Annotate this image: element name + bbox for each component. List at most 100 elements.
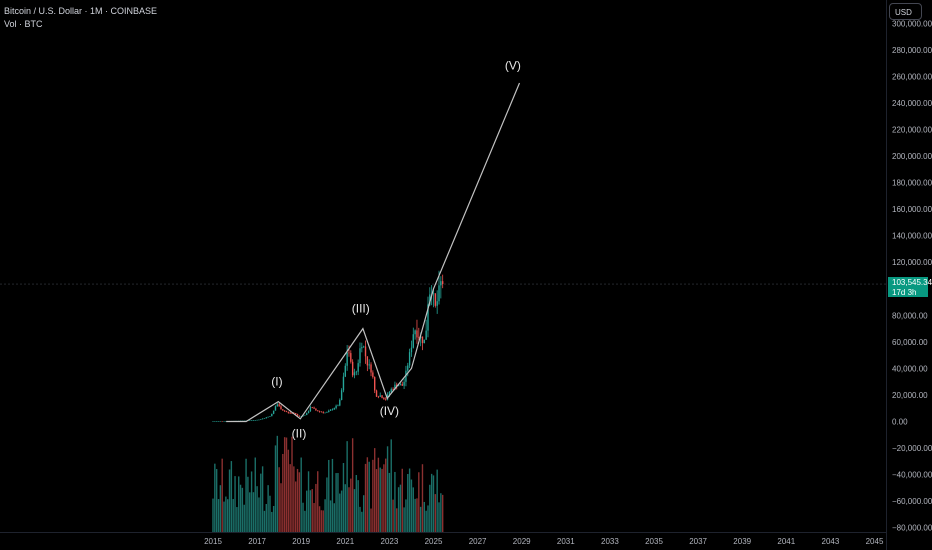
candle-body — [254, 420, 256, 421]
volume-bar — [256, 486, 258, 532]
candle-body — [418, 337, 420, 339]
candle-body — [219, 421, 222, 422]
candle-body — [344, 365, 346, 377]
volume-bar — [296, 468, 299, 532]
candle-body — [379, 395, 381, 397]
volume-bar — [372, 459, 374, 532]
volume-bar — [214, 463, 216, 532]
volume-bar — [250, 471, 253, 532]
price-tick-label: 140,000.00 — [892, 232, 932, 241]
candle-body — [440, 281, 442, 286]
price-tick-label: 180,000.00 — [892, 179, 932, 188]
chart-legend: Bitcoin / U.S. Dollar · 1M · COINBASE Vo… — [4, 5, 157, 31]
volume-bar — [348, 487, 350, 532]
volume-bar — [317, 471, 319, 532]
candle-body — [214, 421, 216, 422]
price-tick-label: 280,000.00 — [892, 46, 932, 55]
volume-bar — [385, 458, 387, 532]
candle-body — [353, 372, 356, 376]
candle-body — [276, 404, 279, 407]
volume-bar — [394, 471, 396, 532]
candle-body — [364, 346, 367, 357]
volume-bar — [351, 438, 354, 532]
volume-bar — [294, 481, 297, 532]
candle-body — [342, 376, 345, 391]
candle-body — [217, 421, 220, 422]
candle-body — [340, 390, 343, 400]
candle-body — [401, 384, 403, 386]
axis-divider — [886, 0, 887, 550]
volume-bar — [315, 483, 317, 532]
candle-body — [372, 372, 374, 378]
price-tick-label: 80,000.00 — [892, 311, 928, 320]
candle-body — [287, 412, 290, 413]
candle-body — [283, 410, 286, 412]
volume-title[interactable]: Vol · BTC — [4, 19, 43, 29]
price-tick-label: 240,000.00 — [892, 99, 932, 108]
candle-body — [337, 405, 339, 407]
candle-body — [390, 389, 392, 392]
volume-bar — [441, 494, 444, 532]
volume-bar — [355, 475, 358, 532]
volume-bar — [370, 508, 372, 532]
candle-body — [383, 397, 385, 400]
volume-bar — [438, 502, 440, 532]
candle-body — [311, 407, 313, 408]
volume-bar — [333, 503, 335, 532]
volume-bar — [302, 502, 304, 532]
volume-bar — [263, 510, 266, 532]
volume-bar — [425, 510, 427, 532]
volume-bar — [337, 473, 339, 532]
candle-body — [368, 364, 370, 366]
volume-bar — [366, 457, 369, 532]
volume-bar — [399, 484, 402, 532]
candle-body — [324, 412, 326, 414]
volume-bar — [346, 441, 348, 532]
volume-bar — [374, 448, 376, 532]
volume-bar — [282, 453, 284, 532]
candle-body — [282, 409, 284, 411]
volume-bar — [269, 495, 271, 532]
candle-body — [294, 413, 297, 415]
candle-body — [225, 421, 227, 422]
candle-body — [397, 385, 400, 387]
candle-body — [320, 411, 323, 413]
volume-bar — [440, 493, 442, 532]
candle-body — [339, 399, 341, 406]
price-tick-label: 160,000.00 — [892, 205, 932, 214]
candle-body — [256, 419, 258, 421]
volume-bar — [342, 463, 345, 532]
candle-body — [252, 420, 255, 421]
candle-body — [304, 415, 306, 416]
candle-body — [215, 421, 218, 422]
currency-button[interactable]: USD — [889, 3, 922, 20]
volume-bar — [276, 435, 279, 532]
time-tick-label: 2031 — [557, 537, 575, 546]
volume-bar — [249, 492, 251, 532]
candle-body — [405, 370, 407, 382]
volume-bar — [414, 498, 416, 532]
symbol-title[interactable]: Bitcoin / U.S. Dollar · 1M · COINBASE — [4, 6, 158, 16]
candle-body — [438, 285, 440, 302]
candle-body — [385, 399, 387, 401]
candle-body — [392, 389, 394, 390]
time-tick-label: 2021 — [336, 537, 354, 546]
volume-bar — [247, 476, 249, 532]
volume-bar — [306, 490, 308, 532]
candle-body — [331, 409, 334, 411]
bar-countdown: 17d 3h — [892, 288, 917, 297]
candle-body — [306, 413, 308, 416]
candles — [212, 270, 444, 422]
candle-body — [261, 418, 264, 420]
volume-bar — [221, 458, 223, 532]
time-tick-label: 2043 — [822, 537, 840, 546]
volume-bar — [280, 483, 282, 532]
volume-bar — [243, 504, 245, 532]
candle-body — [427, 304, 429, 331]
candle-body — [346, 352, 348, 366]
volume-bar — [427, 505, 429, 532]
time-axis: 2015 2017 2019 2021 2023 2025 2027 2029 2031 2033… — [204, 537, 884, 546]
candle-body — [317, 410, 319, 412]
price-tick-label: −40,000.00 — [892, 471, 932, 480]
